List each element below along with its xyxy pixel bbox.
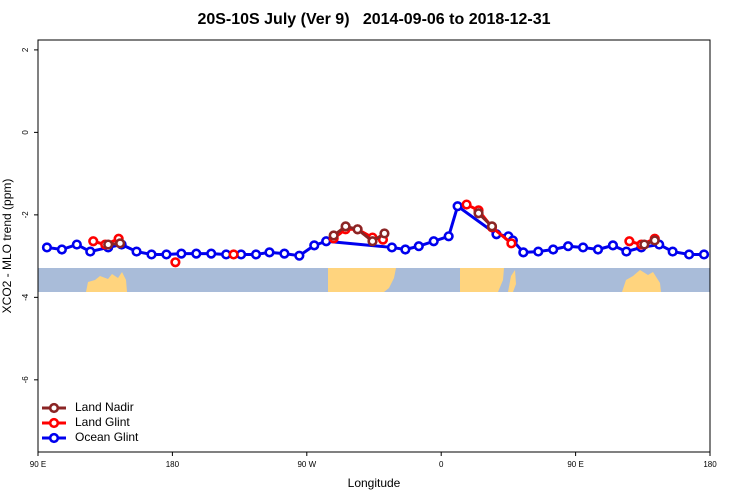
x-tick-label: 180	[703, 460, 717, 469]
legend-marker	[48, 432, 60, 444]
data-point	[88, 236, 99, 247]
data-point	[667, 246, 678, 257]
y-tick-label: -4	[21, 293, 30, 301]
data-point	[191, 248, 202, 259]
data-point	[115, 238, 126, 249]
data-point	[649, 235, 660, 246]
data-point	[533, 246, 544, 257]
data-point	[386, 242, 398, 253]
data-point	[621, 246, 632, 257]
x-axis-label: Longitude	[348, 476, 401, 490]
data-point	[131, 246, 142, 257]
series-line	[46, 204, 705, 258]
y-tick-label: 2	[21, 47, 30, 52]
data-point	[294, 250, 305, 261]
data-point	[328, 230, 339, 241]
land-patch	[86, 272, 127, 292]
data-point	[592, 244, 604, 255]
chart-title: 20S-10S July (Ver 9) 2014-09-06 to 2018-…	[197, 11, 550, 28]
y-axis-label: XCO2 - MLO trend (ppm)	[0, 179, 14, 314]
data-point	[250, 249, 262, 260]
data-point	[577, 242, 589, 253]
legend-marker	[48, 417, 60, 429]
legend-label: Land Glint	[75, 415, 130, 429]
data-point	[309, 240, 320, 251]
data-point	[443, 231, 454, 242]
data-point	[452, 201, 463, 212]
data-point	[206, 248, 217, 259]
data-point	[461, 199, 472, 210]
legend-label: Land Nadir	[75, 400, 134, 414]
data-point	[428, 236, 439, 247]
land-patch	[508, 270, 516, 292]
data-point	[176, 248, 187, 259]
data-point	[486, 221, 498, 232]
land-ocean-strip	[38, 268, 710, 292]
data-point	[624, 236, 635, 247]
legend-marker	[48, 402, 60, 414]
data-point	[264, 247, 275, 258]
y-tick-label: -2	[21, 211, 30, 219]
data-point	[683, 249, 695, 260]
data-point	[161, 249, 172, 260]
data-point	[41, 242, 53, 253]
legend-label: Ocean Glint	[75, 430, 139, 444]
land-patch	[460, 268, 504, 292]
data-point	[698, 249, 710, 260]
data-point	[607, 240, 619, 251]
land-patch	[328, 268, 396, 292]
data-point	[639, 239, 650, 250]
x-tick-label: 180	[166, 460, 180, 469]
data-point	[170, 257, 181, 268]
x-tick-label: 90 W	[297, 460, 316, 469]
data-point	[146, 249, 157, 260]
y-tick-label: 0	[21, 130, 30, 135]
data-point	[548, 244, 559, 255]
data-point	[518, 247, 529, 258]
y-tick-label: -6	[21, 376, 30, 384]
data-point	[379, 228, 390, 239]
data-point	[400, 244, 411, 255]
data-point	[56, 244, 67, 255]
data-point	[340, 221, 351, 232]
data-point	[413, 241, 424, 252]
data-point	[352, 224, 363, 235]
data-point	[563, 241, 574, 252]
plot-frame	[37, 39, 711, 453]
data-point	[367, 236, 378, 247]
data-point	[473, 208, 484, 219]
data-point	[228, 249, 239, 260]
x-tick-label: 90 E	[30, 460, 46, 469]
data-point	[506, 238, 517, 249]
land-patch	[622, 270, 661, 292]
data-point	[85, 246, 96, 257]
data-point	[71, 239, 82, 250]
x-tick-label: 90 E	[567, 460, 583, 469]
data-point	[279, 248, 290, 259]
x-tick-label: 0	[439, 460, 444, 469]
data-point	[103, 239, 114, 250]
